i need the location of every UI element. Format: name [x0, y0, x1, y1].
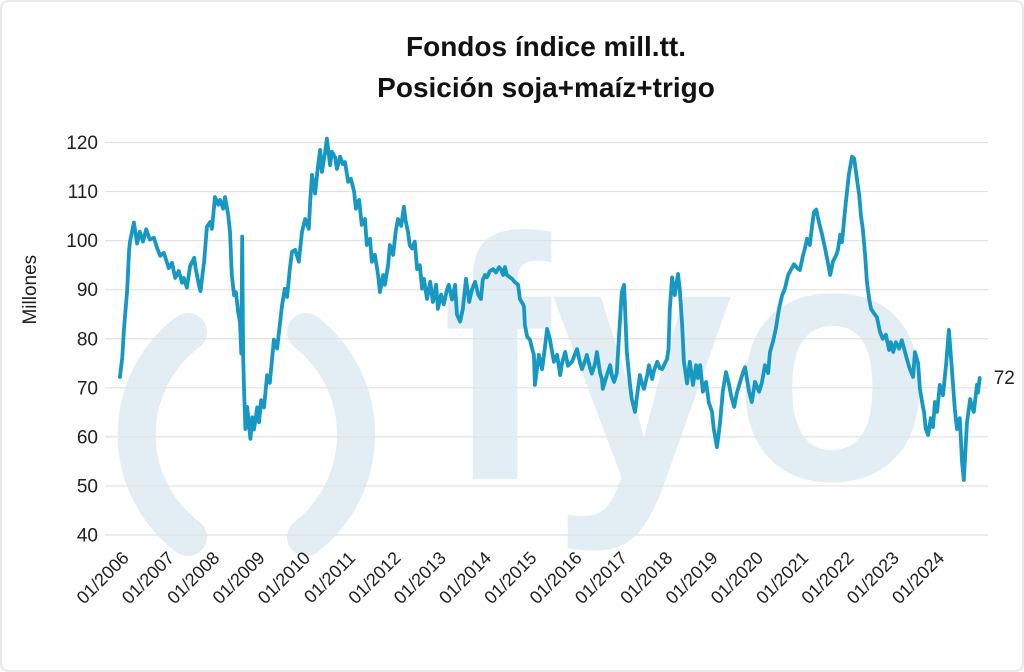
y-axis-labels: 40 50 60 70 80 90 100 110 120: [66, 133, 98, 547]
watermark-logo-text: fyo: [442, 168, 932, 554]
watermark-left-paren-icon: [117, 313, 207, 556]
y-tick-label: 90: [77, 280, 98, 301]
y-tick-label: 100: [66, 231, 98, 252]
y-tick-label: 120: [66, 133, 98, 154]
chart-title-line1: Fondos índice mill.tt.: [406, 31, 686, 62]
y-axis-title: Millones: [20, 255, 41, 325]
gridlines: [105, 141, 988, 536]
watermark-right-paren-icon: [287, 313, 375, 556]
chart-title-line2: Posición soja+maíz+trigo: [377, 72, 715, 103]
y-tick-label: 60: [77, 427, 98, 448]
y-tick-label: 80: [77, 329, 98, 350]
y-tick-label: 40: [77, 526, 98, 547]
last-value-label: 72: [994, 368, 1015, 389]
y-tick-label: 50: [77, 476, 98, 497]
x-axis-labels: 01/200601/200701/200801/200901/201001/20…: [73, 548, 949, 608]
y-tick-label: 70: [77, 378, 98, 399]
fyo-watermark: fyo: [117, 168, 932, 556]
y-tick-label: 110: [68, 182, 98, 203]
chart-title: Fondos índice mill.tt. Posición soja+maí…: [105, 26, 987, 108]
series-line-soja-maiz-trigo: [118, 136, 982, 482]
